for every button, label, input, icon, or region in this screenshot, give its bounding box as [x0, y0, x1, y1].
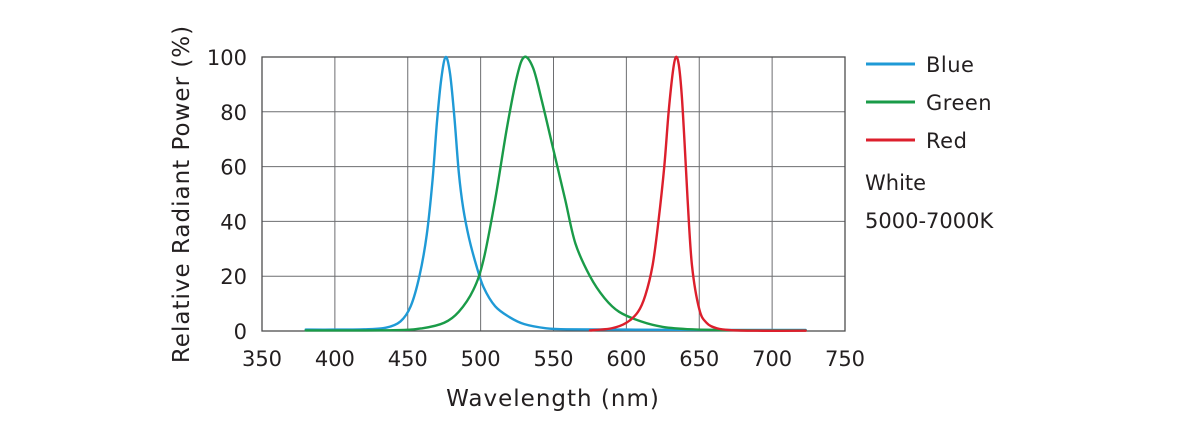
x-tick-labels: 350 400 450 500 550 600 650 700 750	[242, 347, 865, 371]
y-tick-labels: 0 20 40 60 80 100	[207, 46, 247, 344]
y-tick-label: 20	[220, 265, 247, 289]
y-axis-label: Relative Radiant Power (%)	[169, 25, 195, 363]
y-tick-label: 100	[207, 46, 247, 70]
grid	[261, 56, 846, 332]
x-tick-label: 750	[825, 347, 865, 371]
series-lines	[304, 55, 807, 332]
legend-label-green: Green	[926, 91, 992, 115]
series-line-blue	[304, 55, 807, 332]
y-tick-label: 0	[234, 320, 247, 344]
series-line-green	[304, 55, 807, 332]
legend-label-blue: Blue	[926, 53, 974, 77]
note-cct: 5000-7000K	[865, 209, 994, 233]
y-tick-label: 60	[220, 156, 247, 180]
note-white: White	[865, 171, 926, 195]
y-tick-label: 80	[220, 101, 247, 125]
y-tick-label: 40	[220, 210, 247, 234]
x-tick-label: 500	[461, 347, 501, 371]
white-note: White 5000-7000K	[865, 171, 994, 233]
x-tick-label: 650	[679, 347, 719, 371]
series-line-red	[588, 55, 807, 332]
x-tick-label: 700	[752, 347, 792, 371]
x-tick-label: 550	[533, 347, 573, 371]
plot-frame	[261, 56, 846, 332]
legend-label-red: Red	[926, 129, 967, 153]
legend: Blue Green Red	[866, 53, 992, 153]
x-tick-label: 600	[606, 347, 646, 371]
x-axis-label: Wavelength (nm)	[446, 386, 660, 412]
x-tick-label: 350	[242, 347, 282, 371]
x-tick-label: 450	[388, 347, 428, 371]
x-tick-label: 400	[315, 347, 355, 371]
